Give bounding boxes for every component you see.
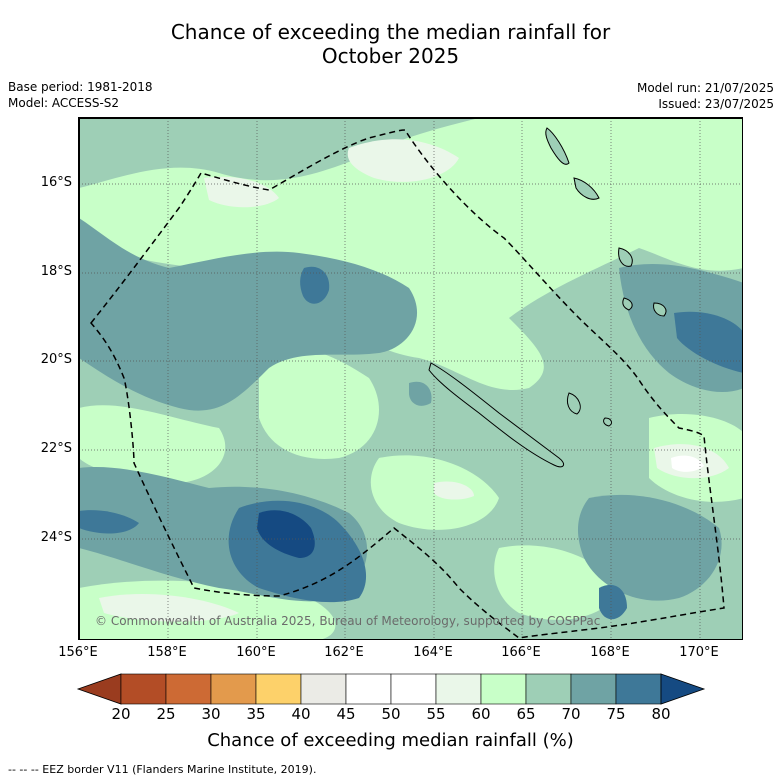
island-vanuatu-north xyxy=(545,127,570,165)
eez-legend-note: -- -- -- EEZ border V11 (Flanders Marine… xyxy=(8,763,317,776)
island-vanuatu-mid xyxy=(573,177,600,200)
lon-label: 166°E xyxy=(501,645,541,660)
base-period: Base period: 1981-2018 xyxy=(8,80,153,94)
colorbar-tick-label: 75 xyxy=(606,705,626,723)
lon-label: 170°E xyxy=(679,645,719,660)
region-55-60 xyxy=(99,593,239,622)
region-75-80 xyxy=(79,510,139,534)
colorbar-tick-label: 20 xyxy=(111,705,131,723)
colorbar-tick-label: 65 xyxy=(516,705,536,723)
colorbar-tick-label: 45 xyxy=(336,705,356,723)
colorbar-segment xyxy=(390,673,437,705)
lat-label: 24°S xyxy=(40,530,72,545)
island-efate xyxy=(622,297,633,311)
gridlines xyxy=(79,118,742,639)
eez-border xyxy=(90,129,725,639)
lon-label: 158°E xyxy=(147,645,187,660)
region-45-55 xyxy=(671,455,704,472)
region-over-80 xyxy=(257,510,315,558)
island-anatom xyxy=(603,417,613,427)
colorbar-segment xyxy=(435,673,482,705)
model-run: Model run: 21/07/2025 xyxy=(636,81,774,95)
lon-label: 164°E xyxy=(413,645,453,660)
region-75-80 xyxy=(599,584,627,620)
colorbar-segment xyxy=(345,673,392,705)
colorbar-under-arrow xyxy=(76,673,122,705)
lat-label: 16°S xyxy=(40,175,72,190)
region-55-60 xyxy=(347,139,459,182)
region-60-65 xyxy=(259,345,379,459)
colorbar-segment xyxy=(615,673,662,705)
colorbar-segment xyxy=(210,673,257,705)
colorbar-segment xyxy=(480,673,527,705)
map-border xyxy=(79,118,742,639)
lat-label: 22°S xyxy=(40,441,72,456)
colorbar-tick-label: 55 xyxy=(426,705,446,723)
region-55-60 xyxy=(204,176,279,208)
colorbar-segment xyxy=(300,673,347,705)
colorbar-segment xyxy=(165,673,212,705)
colorbar-segment xyxy=(525,673,572,705)
colorbar-tick-label: 60 xyxy=(471,705,491,723)
colorbar-title: Chance of exceeding median rainfall (%) xyxy=(207,730,574,751)
model-name: Model: ACCESS-S2 xyxy=(8,96,120,110)
lon-label: 160°E xyxy=(236,645,276,660)
region-70-75 xyxy=(409,381,432,406)
region-70-75 xyxy=(79,218,418,411)
colorbar-tick-label: 25 xyxy=(156,705,176,723)
lon-label: 156°E xyxy=(58,645,98,660)
issued-date: Issued: 23/07/2025 xyxy=(658,97,774,111)
lon-label: 168°E xyxy=(590,645,630,660)
region-60-65 xyxy=(79,405,226,484)
colorbar-tick-label: 30 xyxy=(201,705,221,723)
rainfall-map xyxy=(78,117,743,640)
colorbar-segment xyxy=(570,673,617,705)
colorbar-tick-label: 50 xyxy=(381,705,401,723)
region-55-60 xyxy=(434,481,474,500)
lat-label: 20°S xyxy=(40,352,72,367)
region-70-75 xyxy=(577,494,722,601)
lat-label: 18°S xyxy=(40,264,72,279)
island-loyalty xyxy=(566,392,581,415)
colorbar-over-arrow xyxy=(660,673,706,705)
lon-label: 162°E xyxy=(324,645,364,660)
island-tanna xyxy=(653,302,667,317)
colorbar-tick-label: 70 xyxy=(561,705,581,723)
colorbar-tick-label: 35 xyxy=(246,705,266,723)
island-vanuatu-south xyxy=(618,247,633,267)
colorbar-tick-label: 40 xyxy=(291,705,311,723)
colorbar-tick-label: 80 xyxy=(651,705,671,723)
map-title-line2: October 2025 xyxy=(321,44,460,68)
coastlines xyxy=(428,127,667,468)
rainfall-map-canvas xyxy=(79,118,742,639)
copyright-notice: © Commonwealth of Australia 2025, Bureau… xyxy=(95,614,601,628)
region-75-80 xyxy=(674,311,742,373)
colorbar xyxy=(76,673,706,705)
colorbar-segment xyxy=(255,673,302,705)
map-title-line1: Chance of exceeding the median rainfall … xyxy=(170,20,611,44)
region-75-80 xyxy=(300,266,330,304)
island-new-caledonia xyxy=(428,362,565,468)
colorbar-segment xyxy=(120,673,167,705)
